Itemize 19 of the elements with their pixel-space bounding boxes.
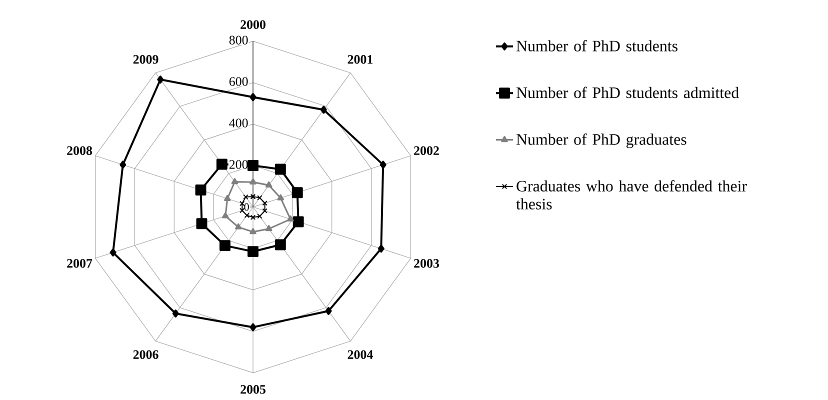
legend-label: Graduates who have defended their thesis [516, 180, 747, 210]
spoke-label: 2009 [133, 55, 158, 64]
spoke-label: 2006 [133, 350, 158, 359]
spoke-label: 2003 [414, 259, 440, 268]
legend-label: Number of PhD students [516, 40, 678, 52]
legend-label: Number of PhD students admitted [516, 86, 739, 98]
spoke-label: 2000 [240, 20, 266, 29]
y-tick-label: 600 [229, 77, 248, 86]
spoke-label: 2005 [240, 385, 266, 394]
spoke-label: 2004 [348, 350, 373, 359]
y-tick-label: 0 [244, 203, 249, 211]
y-tick-label: 800 [229, 36, 248, 44]
spoke-label: 2002 [414, 146, 439, 155]
legend-label: Number of PhD graduates [516, 133, 686, 148]
spoke-label: 2008 [67, 146, 92, 155]
spoke-label: 2001 [348, 55, 373, 64]
y-tick-label: 200 [229, 160, 248, 169]
y-tick-label: 400 [229, 118, 248, 128]
spoke-label: 2007 [67, 259, 92, 268]
